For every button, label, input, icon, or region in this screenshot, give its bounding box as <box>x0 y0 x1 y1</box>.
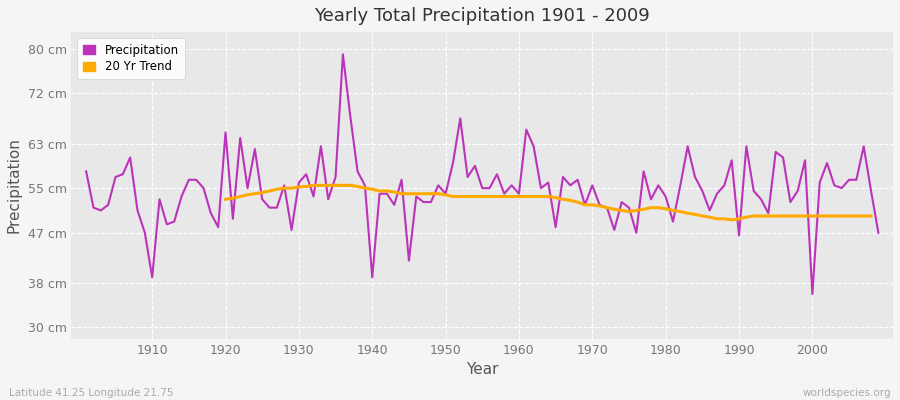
Title: Yearly Total Precipitation 1901 - 2009: Yearly Total Precipitation 1901 - 2009 <box>314 7 650 25</box>
Text: Latitude 41.25 Longitude 21.75: Latitude 41.25 Longitude 21.75 <box>9 388 174 398</box>
Legend: Precipitation, 20 Yr Trend: Precipitation, 20 Yr Trend <box>77 38 184 79</box>
X-axis label: Year: Year <box>466 362 499 377</box>
Text: worldspecies.org: worldspecies.org <box>803 388 891 398</box>
Y-axis label: Precipitation: Precipitation <box>7 138 22 233</box>
